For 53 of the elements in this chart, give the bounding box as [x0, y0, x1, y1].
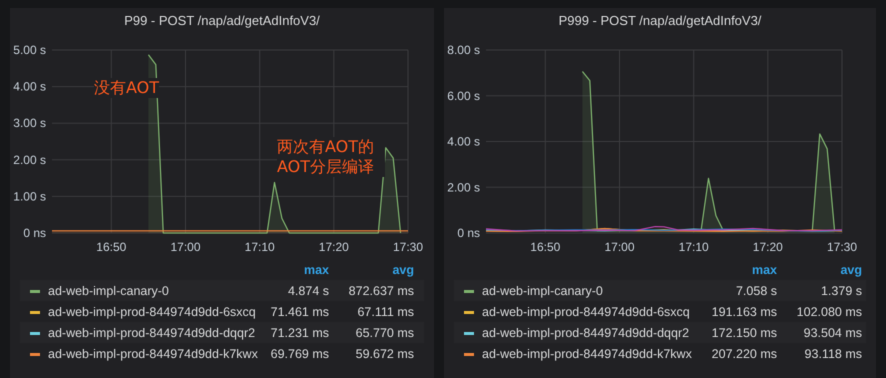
- x-tick-label: 17:30: [392, 240, 424, 254]
- text: 7.058 s: [736, 284, 777, 298]
- legend-label: ad-web-impl-prod-844974d9dd-dqqr2: [482, 326, 690, 340]
- x-tick-label: 17:00: [604, 240, 635, 254]
- text: 93.118 ms: [804, 347, 862, 361]
- annotation: 没有AOT: [94, 78, 160, 98]
- text: 207.220 ms: [712, 347, 777, 361]
- x-tick-label: 17:20: [318, 240, 350, 254]
- text: 1.379 s: [820, 284, 862, 298]
- y-tick-label: 0 ns: [457, 226, 480, 240]
- y-tick-label: 0 ns: [23, 226, 46, 240]
- text: 67.111 ms: [357, 305, 414, 319]
- chart-title: P99 - POST /nap/ad/getAdInfoV3/: [124, 13, 320, 28]
- legend-label: ad-web-impl-prod-844974d9dd-k7kwx: [48, 347, 259, 361]
- y-tick-label: 2.00 s: [447, 180, 480, 194]
- y-tick-label: 5.00 s: [13, 43, 46, 57]
- legend-label: ad-web-impl-prod-844974d9dd-6sxcq: [48, 305, 256, 319]
- text: 93.504 ms: [804, 326, 862, 340]
- text: max: [304, 263, 330, 277]
- text: 4.874 s: [288, 284, 329, 298]
- y-tick-label: 4.00 s: [447, 134, 480, 148]
- x-tick-label: 17:20: [752, 240, 784, 254]
- text: 71.461 ms: [270, 305, 329, 319]
- text: 172.150 ms: [712, 326, 777, 340]
- y-tick-label: 4.00 s: [13, 80, 46, 94]
- chart-title: P999 - POST /nap/ad/getAdInfoV3/: [558, 13, 762, 28]
- text: avg: [840, 263, 862, 277]
- y-tick-label: 2.00 s: [13, 152, 46, 167]
- legend-label: ad-web-impl-prod-844974d9dd-k7kwx: [482, 347, 693, 361]
- text: 102.080 ms: [796, 305, 862, 319]
- x-tick-label: 17:00: [170, 240, 201, 254]
- legend-label: ad-web-impl-prod-844974d9dd-6sxcq: [482, 305, 690, 319]
- legend-label: ad-web-impl-canary-0: [48, 284, 169, 298]
- y-tick-label: 6.00 s: [447, 88, 480, 103]
- text: 59.672 ms: [356, 347, 414, 361]
- x-tick-label: 17:30: [826, 240, 858, 254]
- x-tick-label: 17:10: [244, 240, 276, 254]
- text: 191.163 ms: [712, 305, 777, 319]
- text: avg: [392, 263, 414, 277]
- y-tick-label: 3.00 s: [13, 116, 46, 130]
- annotation: 两次有AOT的AOT分层编译: [277, 137, 385, 177]
- x-tick-label: 16:50: [530, 240, 561, 254]
- x-tick-label: 17:10: [678, 240, 710, 254]
- text: 872.637 ms: [348, 284, 414, 298]
- y-tick-label: 1.00 s: [13, 189, 46, 204]
- y-tick-label: 8.00 s: [447, 43, 480, 57]
- text: max: [752, 263, 778, 277]
- legend-label: ad-web-impl-canary-0: [482, 284, 603, 298]
- text: 71.231 ms: [270, 326, 329, 340]
- x-tick-label: 16:50: [96, 240, 127, 254]
- legend-label: ad-web-impl-prod-844974d9dd-dqqr2: [48, 326, 256, 340]
- text: 65.770 ms: [356, 326, 414, 340]
- text: 69.769 ms: [270, 347, 329, 361]
